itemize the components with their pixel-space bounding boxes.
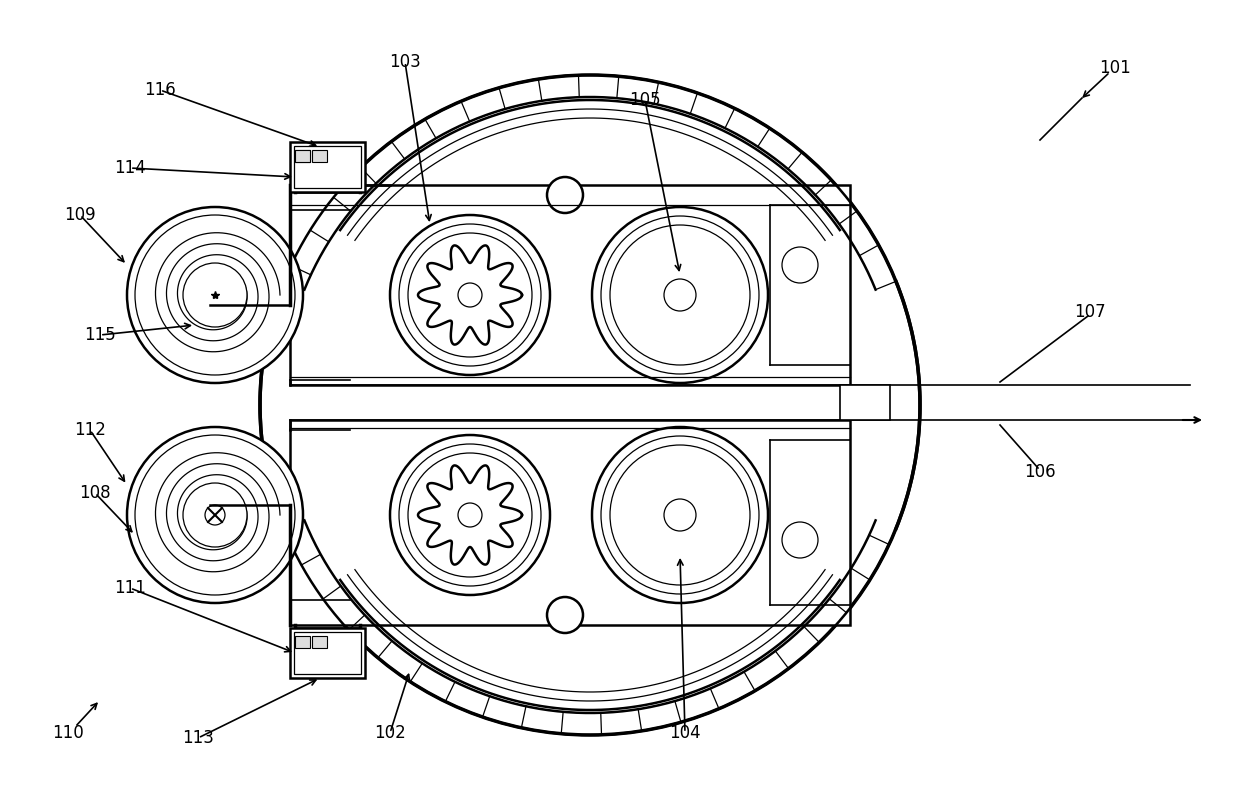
Circle shape (391, 435, 551, 595)
Circle shape (610, 445, 750, 585)
Circle shape (391, 215, 551, 375)
Circle shape (193, 493, 237, 537)
Text: 107: 107 (1074, 303, 1106, 321)
Text: 112: 112 (74, 421, 105, 439)
Bar (312, 150, 327, 162)
Text: 102: 102 (374, 724, 405, 742)
Circle shape (260, 75, 920, 735)
Text: 111: 111 (114, 579, 146, 597)
Circle shape (193, 273, 237, 317)
Bar (290, 185, 849, 385)
Text: 116: 116 (144, 81, 176, 99)
Text: 115: 115 (84, 326, 115, 344)
Text: 104: 104 (670, 724, 701, 742)
Text: 109: 109 (64, 206, 95, 224)
Text: 114: 114 (114, 159, 146, 177)
Bar (295, 150, 310, 162)
Circle shape (126, 427, 303, 603)
Circle shape (203, 283, 227, 307)
Bar (312, 636, 327, 648)
Circle shape (408, 233, 532, 357)
Circle shape (458, 503, 482, 527)
Circle shape (408, 453, 532, 577)
Circle shape (547, 177, 583, 213)
Text: 108: 108 (79, 484, 110, 502)
Text: 106: 106 (1024, 463, 1055, 481)
Circle shape (591, 207, 768, 383)
Circle shape (663, 279, 696, 311)
Circle shape (601, 216, 759, 374)
Circle shape (135, 435, 295, 595)
Circle shape (205, 505, 224, 525)
Text: 103: 103 (389, 53, 420, 71)
Circle shape (610, 225, 750, 365)
Text: 113: 113 (182, 729, 215, 747)
Text: 101: 101 (1099, 59, 1131, 77)
Bar (290, 420, 849, 625)
Circle shape (663, 499, 696, 531)
Circle shape (184, 263, 247, 327)
Bar (294, 632, 361, 674)
Bar (295, 636, 310, 648)
Circle shape (782, 522, 818, 558)
Circle shape (135, 215, 295, 375)
Bar (839, 385, 890, 420)
Circle shape (184, 483, 247, 547)
Circle shape (458, 283, 482, 307)
Circle shape (547, 597, 583, 633)
Bar (295, 150, 310, 162)
Bar (290, 628, 365, 678)
Circle shape (601, 436, 759, 594)
Circle shape (591, 427, 768, 603)
Bar (290, 142, 365, 192)
Circle shape (399, 444, 541, 586)
Circle shape (782, 247, 818, 283)
Text: 105: 105 (629, 91, 661, 109)
Circle shape (399, 224, 541, 366)
Circle shape (203, 503, 227, 527)
Bar (294, 146, 361, 188)
Text: 110: 110 (52, 724, 84, 742)
Circle shape (126, 207, 303, 383)
